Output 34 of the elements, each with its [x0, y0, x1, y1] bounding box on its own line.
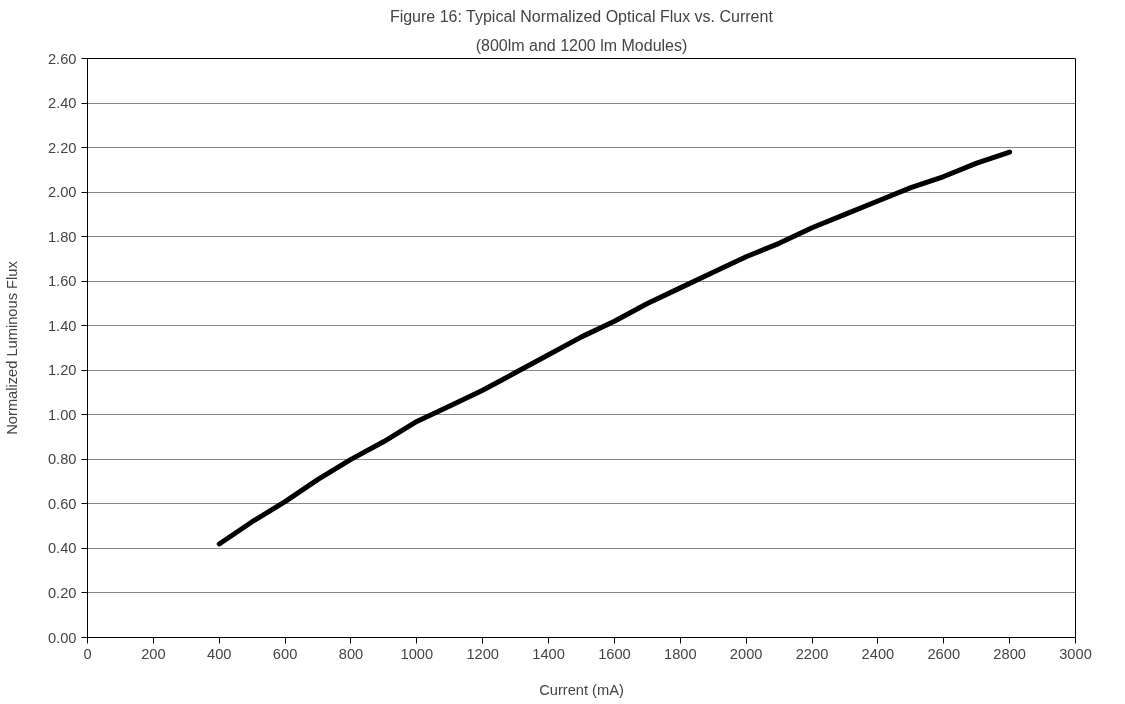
x-tick-label: 1800: [664, 645, 697, 662]
y-tick-label: 2.20: [47, 139, 77, 156]
x-tick-label: 2600: [927, 645, 961, 662]
y-tick-label: 0.80: [47, 451, 77, 468]
y-tick-label: 0.20: [47, 584, 77, 601]
y-tick-label: 2.60: [47, 50, 77, 67]
x-tick-label: 2800: [993, 645, 1026, 662]
y-tick-label: 2.00: [47, 184, 77, 201]
y-tick-label: 0.00: [47, 629, 77, 646]
x-tick-label: 3000: [1059, 645, 1092, 662]
x-tick-label: 1600: [598, 645, 631, 662]
chart-title: Figure 16: Typical Normalized Optical Flux vs. Current: [389, 7, 774, 25]
x-tick-label: 400: [207, 645, 232, 662]
y-tick-label: 1.00: [47, 406, 77, 423]
x-tick-label: 200: [141, 645, 166, 662]
y-axis-title: Normalized Luminous Flux: [3, 260, 20, 435]
x-tick-label: 2200: [795, 645, 829, 662]
x-tick-label: 2000: [729, 645, 763, 662]
x-tick-label: 2400: [861, 645, 895, 662]
y-tick-label: 0.60: [47, 495, 77, 512]
x-tick-label: 600: [272, 645, 298, 662]
y-tick-label: 0.40: [47, 540, 77, 557]
x-axis-title: Current (mA): [539, 681, 624, 698]
chart-subtitle: (800lm and 1200 lm Modules): [475, 36, 688, 54]
x-tick-label: 1400: [532, 645, 565, 662]
x-tick-label: 0: [83, 645, 92, 662]
x-tick-label: 800: [338, 645, 364, 662]
x-tick-label: 1000: [400, 645, 434, 662]
x-tick-label: 1200: [466, 645, 500, 662]
y-tick-label: 1.60: [47, 273, 77, 290]
y-tick-label: 1.80: [47, 228, 77, 245]
y-tick-label: 2.40: [47, 95, 77, 112]
y-tick-label: 1.40: [47, 317, 77, 334]
y-tick-label: 1.20: [47, 362, 77, 379]
